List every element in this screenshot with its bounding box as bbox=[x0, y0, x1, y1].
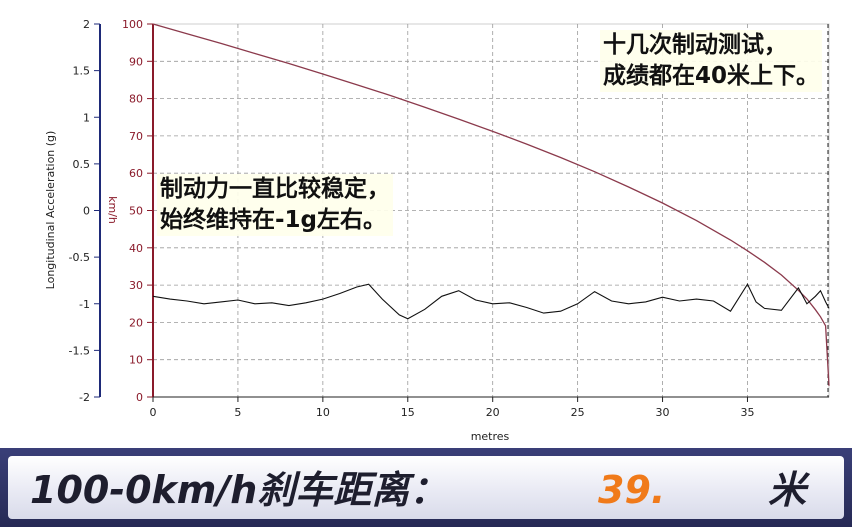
x-tick-label: 25 bbox=[571, 406, 585, 419]
x-tick-label: 15 bbox=[401, 406, 415, 419]
left-tick-label: -1 bbox=[79, 298, 90, 311]
left-tick-label: -0.5 bbox=[69, 251, 90, 264]
annotation-force: 制动力一直比较稳定， 始终维持在-1g左右。 bbox=[157, 174, 393, 236]
left-tick-label: -2 bbox=[79, 391, 90, 404]
x-tick-label: 20 bbox=[486, 406, 500, 419]
annotation-tests-line1: 十几次制动测试， bbox=[599, 30, 822, 61]
x-tick-label: 10 bbox=[316, 406, 330, 419]
x-axis-ticks: 0 5 10 15 20 25 30 35 bbox=[150, 397, 754, 419]
right-tick-label: 100 bbox=[122, 18, 143, 31]
x-tick-label: 0 bbox=[150, 406, 157, 419]
right-tick-label: 30 bbox=[129, 279, 143, 292]
left-tick-label: 1.5 bbox=[73, 65, 91, 78]
right-tick-label: 50 bbox=[129, 205, 143, 218]
banner-value: 39. bbox=[598, 468, 666, 512]
banner-unit: 米 bbox=[768, 468, 807, 512]
right-tick-label: 40 bbox=[129, 242, 143, 255]
x-tick-label: 35 bbox=[740, 406, 754, 419]
left-tick-label: 1 bbox=[83, 111, 90, 124]
right-tick-label: 0 bbox=[136, 391, 143, 404]
right-tick-label: 60 bbox=[129, 167, 143, 180]
right-tick-label: 20 bbox=[129, 316, 143, 329]
left-tick-label: 0.5 bbox=[73, 158, 91, 171]
right-tick-label: 80 bbox=[129, 93, 143, 106]
annotation-force-line2: 始终维持在-1g左右。 bbox=[157, 205, 393, 236]
x-axis-title: metres bbox=[471, 430, 510, 443]
speed-series-line bbox=[152, 23, 830, 386]
right-axis-title: km/h bbox=[106, 196, 119, 224]
annotation-tests: 十几次制动测试， 成绩都在40米上下。 bbox=[599, 30, 822, 92]
right-tick-label: 10 bbox=[129, 354, 143, 367]
right-tick-label: 90 bbox=[129, 55, 143, 68]
left-axis-title: Longitudinal Acceleration (g) bbox=[44, 131, 57, 290]
banner-title: 100-0km/h刹车距离： bbox=[30, 468, 448, 512]
x-tick-label: 30 bbox=[656, 406, 670, 419]
result-banner: 100-0km/h刹车距离： 39. 米 bbox=[0, 448, 852, 527]
left-tick-label: 2 bbox=[83, 18, 90, 31]
annotation-force-line1: 制动力一直比较稳定， bbox=[157, 174, 393, 205]
left-tick-label: -1.5 bbox=[69, 344, 90, 357]
result-banner-panel: 100-0km/h刹车距离： 39. 米 bbox=[8, 456, 844, 519]
left-tick-label: 0 bbox=[83, 205, 90, 218]
right-tick-label: 70 bbox=[129, 130, 143, 143]
annotation-tests-line2: 成绩都在40米上下。 bbox=[599, 61, 822, 92]
acceleration-series-line bbox=[152, 283, 830, 320]
x-tick-label: 5 bbox=[234, 406, 241, 419]
left-axis-ticks: 2 1.5 1 0.5 0 -0.5 -1 -1.5 -2 bbox=[69, 18, 100, 404]
